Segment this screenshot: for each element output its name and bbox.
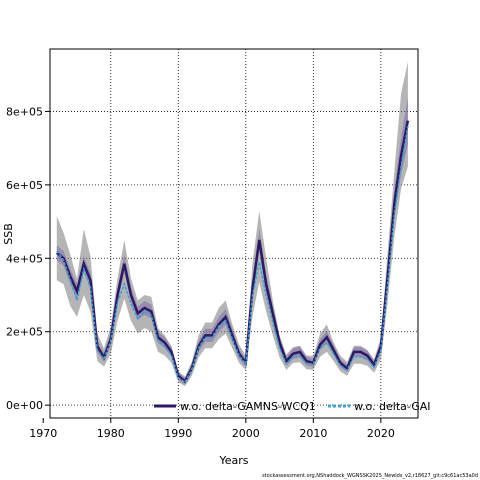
- y-tick-label: 4e+05: [6, 252, 43, 265]
- x-axis: 1970 1980 1990 2000 2010 2020: [29, 418, 395, 440]
- x-tick-label: 2020: [367, 427, 395, 440]
- x-axis-title: Years: [218, 454, 248, 467]
- x-tick-label: 1990: [164, 427, 192, 440]
- confidence-band-gamns: [56, 96, 408, 385]
- x-tick-label: 1970: [29, 427, 57, 440]
- series-line-gamns: [56, 120, 410, 384]
- x-tick-label: 2010: [299, 427, 327, 440]
- y-tick-label: 2e+05: [6, 326, 43, 339]
- x-tick-label: 2000: [232, 427, 260, 440]
- y-tick-label: 0e+00: [6, 399, 43, 412]
- confidence-bands: [56, 61, 408, 387]
- series-line-gai: [56, 125, 409, 384]
- y-tick-label: 8e+05: [6, 105, 43, 118]
- x-tick-label: 1980: [97, 427, 125, 440]
- confidence-band-gai: [56, 61, 408, 387]
- plot-frame: [49, 48, 419, 419]
- legend: w.o. delta-GAMNS-WCQ1 w.o. delta-GAI: [154, 400, 431, 413]
- legend-label-gamns: w.o. delta-GAMNS-WCQ1: [180, 400, 316, 413]
- series-lines: [56, 120, 410, 384]
- footer-source: stockassessment.org,NShaddock_WGNSSK2025…: [262, 473, 478, 479]
- y-axis-title: SSB: [2, 223, 15, 245]
- legend-label-gai: w.o. delta-GAI: [354, 400, 431, 413]
- y-axis: 0e+00 2e+05 4e+05 6e+05 8e+05: [6, 105, 50, 412]
- y-tick-label: 6e+05: [6, 179, 43, 192]
